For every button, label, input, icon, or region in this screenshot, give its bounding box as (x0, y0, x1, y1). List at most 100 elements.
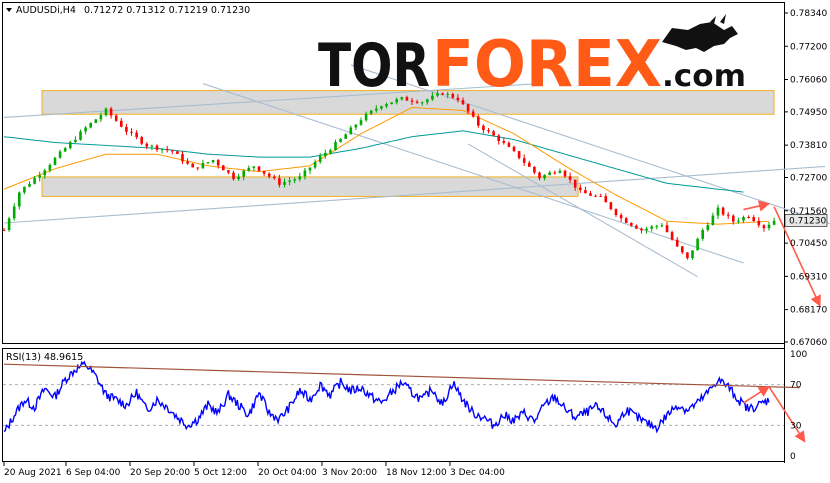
candle-body (630, 222, 633, 226)
candle-body (58, 151, 62, 158)
candle-body (512, 146, 516, 152)
candle-body (548, 172, 551, 176)
candle (267, 172, 271, 179)
price-tick-label: 0.77200 (790, 42, 827, 52)
candle-body (74, 139, 77, 143)
time-tick-label: 20 Oct 04:00 (258, 468, 317, 478)
candle-body (237, 176, 240, 180)
candle (364, 111, 368, 122)
candle (196, 167, 200, 171)
candle-body (109, 108, 113, 116)
ma-fast-line (3, 106, 770, 225)
candle (655, 224, 659, 230)
candle (650, 225, 653, 232)
candle-body (675, 239, 679, 247)
candle (645, 226, 648, 234)
candle (619, 213, 623, 222)
candle-body (747, 216, 750, 218)
candle (79, 129, 82, 141)
candle-body (12, 206, 16, 219)
candle (283, 178, 286, 188)
candle (43, 168, 47, 179)
current-price-label: 0.71230 (789, 216, 826, 226)
candle-body (599, 195, 602, 197)
candle (737, 217, 740, 224)
candle-body (446, 93, 449, 95)
forecast-arrow (743, 200, 771, 212)
candle-body (426, 99, 429, 103)
candle-body (492, 131, 495, 136)
candle-body (89, 122, 92, 128)
candle (538, 171, 541, 181)
candle (670, 230, 674, 241)
candle (675, 237, 679, 248)
candle (487, 128, 490, 134)
rsi-tick-label: 0 (790, 452, 796, 462)
candle (109, 106, 113, 119)
candle (742, 215, 745, 224)
candle (441, 92, 444, 96)
candle-body (191, 163, 194, 168)
candle (369, 109, 373, 116)
time-tick-label: 18 Nov 12:00 (386, 468, 447, 478)
price-tick-label: 0.76060 (790, 76, 827, 86)
candle (114, 113, 118, 122)
candle (237, 173, 240, 181)
candle-body (691, 250, 694, 259)
candle (181, 151, 184, 165)
candle (757, 217, 761, 228)
candle-body (522, 158, 526, 163)
candle (762, 224, 766, 232)
candle (160, 148, 164, 154)
time-tick-label: 20 Sep 20:00 (130, 468, 190, 478)
ohlc-label: 0.71272 0.71312 0.71219 0.71230 (84, 5, 250, 16)
candle-body (543, 175, 546, 179)
candle (420, 101, 424, 106)
candle (308, 167, 312, 175)
candle (528, 160, 531, 168)
candle (660, 222, 664, 228)
candle (732, 214, 735, 225)
candle (701, 228, 704, 241)
candle-body (502, 141, 506, 143)
candle (257, 166, 261, 172)
candle (278, 174, 281, 188)
candle-body (130, 131, 133, 133)
candle-body (410, 100, 414, 102)
candle-body (584, 190, 587, 194)
candle (711, 212, 715, 226)
candle-body (487, 130, 490, 132)
candle (573, 179, 577, 191)
candle (390, 102, 393, 105)
candle-body (359, 120, 363, 125)
candle (232, 170, 235, 181)
candle (298, 172, 302, 182)
candle-body (242, 170, 245, 177)
logo-tor: TOR (318, 31, 430, 101)
candle-body (390, 102, 393, 105)
candle-body (247, 167, 251, 171)
candle (696, 237, 699, 251)
candle (624, 216, 628, 224)
logo-forex: FOREX (432, 28, 662, 102)
forecast-arrow (773, 206, 821, 307)
channel-line (202, 83, 744, 264)
candle (165, 145, 169, 153)
candle (84, 125, 87, 135)
candle-body (33, 177, 36, 184)
candle-body (553, 172, 557, 174)
candle (145, 142, 149, 150)
ma-slow-line (3, 130, 744, 193)
candle (461, 97, 465, 106)
candle-body (415, 101, 419, 103)
candle-body (344, 134, 347, 139)
candle-body (436, 93, 439, 96)
candle (313, 159, 317, 170)
candle (579, 184, 582, 193)
candle-body (176, 151, 179, 155)
candle (33, 175, 36, 185)
candle-body (227, 170, 230, 173)
candle (716, 204, 720, 220)
candle-body (573, 179, 577, 188)
